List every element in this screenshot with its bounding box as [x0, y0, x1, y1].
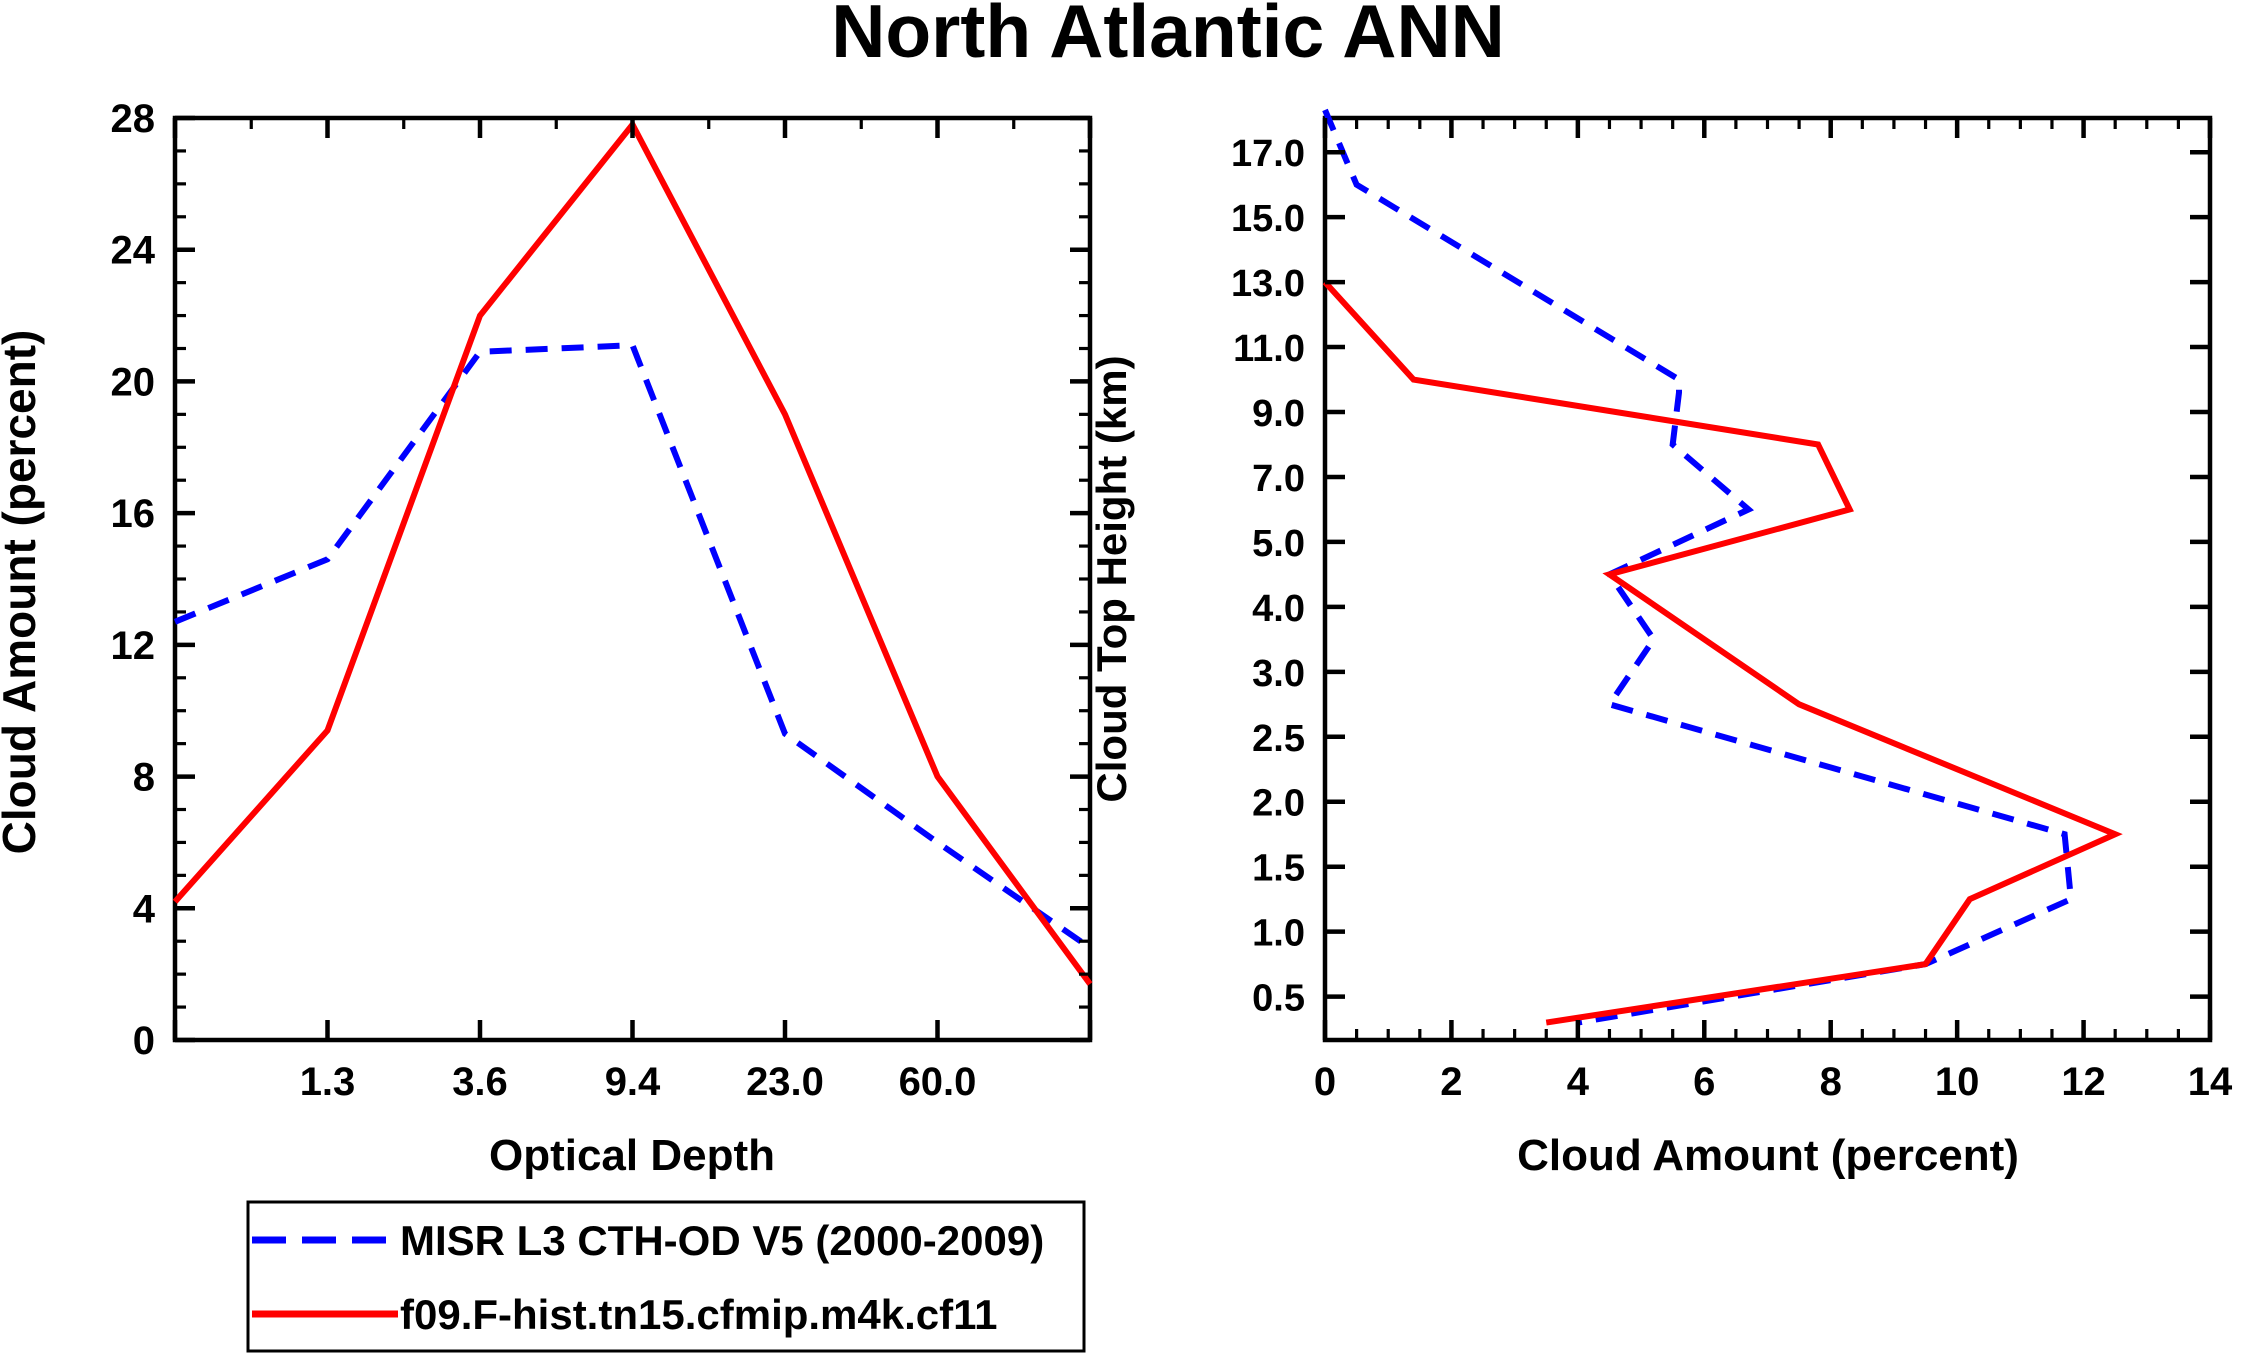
svg-text:Cloud Top Height (km): Cloud Top Height (km): [1088, 355, 1135, 802]
svg-text:23.0: 23.0: [746, 1060, 824, 1104]
svg-text:9.0: 9.0: [1252, 393, 1305, 435]
svg-text:1.0: 1.0: [1252, 913, 1305, 955]
svg-text:24: 24: [111, 229, 156, 273]
svg-text:28: 28: [111, 97, 156, 141]
svg-text:9.4: 9.4: [605, 1060, 661, 1104]
svg-text:Cloud Amount (percent): Cloud Amount (percent): [1517, 1131, 2019, 1180]
svg-text:Optical Depth: Optical Depth: [489, 1131, 775, 1180]
svg-text:16: 16: [111, 492, 156, 536]
svg-text:Cloud Amount (percent): Cloud Amount (percent): [0, 330, 45, 855]
svg-text:North Atlantic ANN: North Atlantic ANN: [831, 0, 1505, 73]
svg-text:11.0: 11.0: [1233, 328, 1305, 370]
svg-text:8: 8: [1820, 1060, 1842, 1104]
svg-text:5.0: 5.0: [1252, 523, 1305, 565]
svg-text:0: 0: [133, 1019, 155, 1063]
svg-text:6: 6: [1693, 1060, 1715, 1104]
svg-text:2.0: 2.0: [1252, 783, 1305, 825]
svg-text:1.5: 1.5: [1252, 848, 1305, 890]
svg-text:3.6: 3.6: [452, 1060, 508, 1104]
svg-text:7.0: 7.0: [1252, 458, 1305, 500]
svg-text:MISR L3 CTH-OD V5 (2000-2009): MISR L3 CTH-OD V5 (2000-2009): [400, 1217, 1044, 1264]
svg-text:14: 14: [2188, 1060, 2233, 1104]
svg-text:2: 2: [1440, 1060, 1462, 1104]
svg-text:0.5: 0.5: [1252, 978, 1305, 1020]
svg-text:1.3: 1.3: [300, 1060, 356, 1104]
svg-text:60.0: 60.0: [899, 1060, 977, 1104]
svg-text:12: 12: [2061, 1060, 2106, 1104]
svg-text:3.0: 3.0: [1252, 653, 1305, 695]
svg-text:4: 4: [133, 887, 156, 931]
svg-text:12: 12: [111, 624, 156, 668]
svg-text:f09.F-hist.tn15.cfmip.m4k.cf11: f09.F-hist.tn15.cfmip.m4k.cf11: [400, 1291, 998, 1338]
svg-text:15.0: 15.0: [1231, 198, 1305, 240]
svg-text:8: 8: [133, 756, 155, 800]
svg-text:17.0: 17.0: [1231, 133, 1305, 175]
svg-text:4: 4: [1567, 1060, 1590, 1104]
svg-text:20: 20: [111, 360, 156, 404]
svg-text:2.5: 2.5: [1252, 718, 1305, 760]
svg-text:4.0: 4.0: [1252, 588, 1305, 630]
svg-text:13.0: 13.0: [1231, 263, 1305, 305]
svg-text:0: 0: [1314, 1060, 1336, 1104]
svg-text:10: 10: [1935, 1060, 1980, 1104]
